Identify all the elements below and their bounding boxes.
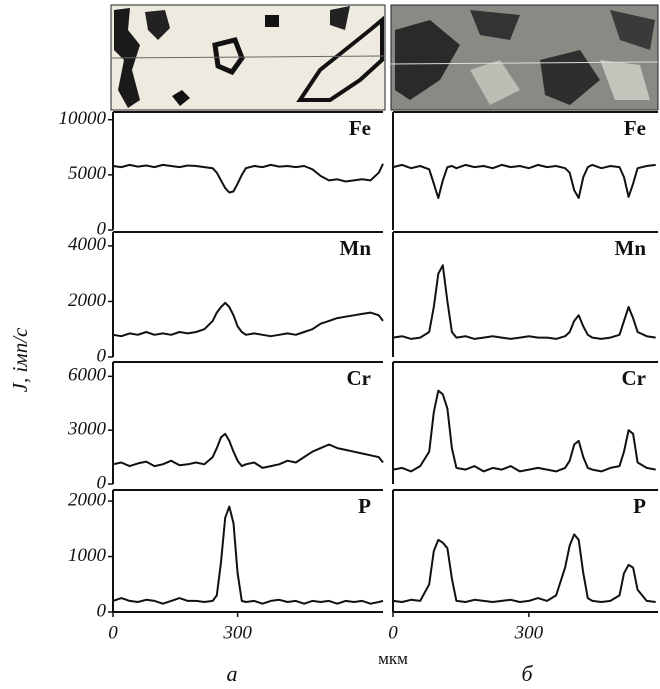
y-tick-label: 2000 [68,489,107,510]
line-trace [393,534,656,602]
element-label: Mn [340,236,372,260]
x-axis-label: мкм [378,649,408,668]
x-tick-label: 300 [514,622,544,643]
line-trace [113,303,383,336]
element-label: Cr [622,366,647,390]
element-label: Fe [624,116,646,140]
y-tick-label: 5000 [68,163,107,184]
y-tick-label: 4000 [68,234,107,255]
line-trace [113,434,383,468]
y-tick-label: 1000 [68,545,107,566]
element-label: P [633,494,646,518]
line-trace [113,507,383,604]
y-tick-label: 3000 [67,419,107,440]
y-tick-label: 0 [97,600,107,621]
y-tick-label: 6000 [68,365,107,386]
element-label: Mn [615,236,647,260]
line-trace [393,165,656,198]
y-tick-label: 10000 [59,108,107,129]
figure: J, імп/с мкм а б 0500010000Fe020004000Mn… [0,0,660,689]
micrograph-a [111,5,385,110]
element-label: Cr [347,366,372,390]
element-label: P [358,494,371,518]
y-tick-label: 0 [97,345,107,366]
line-trace [393,391,656,472]
y-axis-label: J, імп/с [8,327,32,392]
micrograph-b [391,5,658,110]
x-tick-label: 0 [388,622,398,643]
x-tick-label: 0 [108,622,118,643]
panel-caption: а [227,661,238,686]
panel-caption: б [521,661,533,686]
y-tick-label: 2000 [68,290,107,311]
line-trace [393,265,656,339]
line-trace [113,164,383,193]
element-label: Fe [349,116,371,140]
x-tick-label: 300 [222,622,252,643]
